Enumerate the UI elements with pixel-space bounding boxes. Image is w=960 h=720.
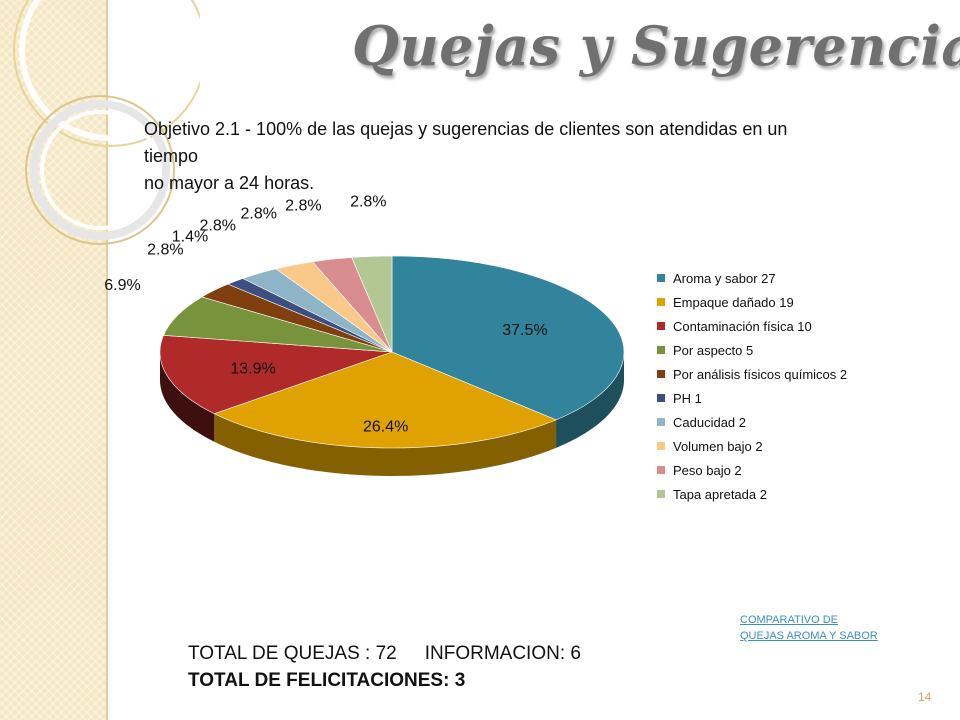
pie-label-6: 2.8%	[200, 218, 236, 235]
page-number: 14	[918, 690, 932, 704]
pie-slice-2	[159, 335, 393, 415]
pie-label-9: 2.8%	[350, 194, 386, 211]
pie-label-5: 1.4%	[172, 229, 208, 246]
legend-swatch-8	[657, 466, 665, 474]
legend-item-4: Por análisis físicos químicos 2	[657, 362, 847, 386]
legend-item-5: PH 1	[657, 386, 847, 410]
legend-swatch-2	[657, 322, 665, 330]
legend-item-3: Por aspecto 5	[657, 338, 847, 362]
pie-slice-0	[391, 255, 625, 421]
total-informacion: INFORMACION: 6	[424, 643, 581, 664]
legend-label-2: Contaminación física 10	[673, 318, 812, 334]
objective-line-1: Objetivo 2.1 - 100% de las quejas y suge…	[144, 119, 788, 139]
comparativo-link[interactable]: COMPARATIVO DE QUEJAS AROMA Y SABOR	[740, 614, 878, 642]
pie-slice-9	[351, 255, 393, 353]
legend-item-6: Caducidad 2	[657, 410, 847, 434]
legend-label-1: Empaque dañado 19	[673, 294, 794, 310]
pie-label-8: 2.8%	[285, 198, 321, 215]
legend-item-0: Aroma y sabor 27	[657, 266, 847, 290]
pie-label-4: 2.8%	[147, 242, 183, 259]
total-quejas: TOTAL DE QUEJAS : 72	[188, 643, 397, 664]
pie-label-2: 13.9%	[230, 360, 275, 377]
totals-block: TOTAL DE QUEJAS : 72 INFORMACION: 6 TOTAL…	[188, 640, 581, 694]
total-felicitaciones: TOTAL DE FELICITACIONES: 3	[188, 670, 466, 691]
pie-slice-side-2	[160, 352, 215, 442]
legend-item-1: Empaque dañado 19	[657, 290, 847, 314]
legend-label-3: Por aspecto 5	[673, 342, 754, 358]
legend-swatch-9	[657, 490, 665, 498]
legend-label-8: Peso bajo 2	[673, 462, 742, 478]
legend-swatch-3	[657, 346, 665, 354]
slide-title: Quejas y Sugerencias	[352, 14, 960, 78]
pie-slice-1	[213, 351, 557, 449]
legend-swatch-6	[657, 418, 665, 426]
objective-line-3: no mayor a 24 horas.	[144, 173, 315, 193]
legend-item-7: Volumen bajo 2	[657, 434, 847, 458]
legend-label-5: PH 1	[673, 390, 702, 406]
side-divider	[106, 0, 108, 720]
legend-label-9: Tapa apretada 2	[673, 486, 767, 502]
chart-legend: Aroma y sabor 27 Empaque dañado 19 Contami…	[657, 266, 847, 506]
legend-label-6: Caducidad 2	[673, 414, 746, 430]
pie-label-7: 2.8%	[241, 206, 277, 223]
legend-swatch-5	[657, 394, 665, 402]
objective-text: Objetivo 2.1 - 100% de las quejas y suge…	[144, 116, 934, 197]
legend-label-0: Aroma y sabor 27	[673, 270, 776, 286]
legend-item-9: Tapa apretada 2	[657, 482, 847, 506]
pie-slice-side-1	[214, 413, 557, 476]
legend-label-7: Volumen bajo 2	[673, 438, 763, 454]
legend-swatch-1	[657, 298, 665, 306]
legend-item-2: Contaminación física 10	[657, 314, 847, 338]
legend-swatch-7	[657, 442, 665, 450]
pie-slice-side-0	[556, 352, 624, 448]
legend-label-4: Por análisis físicos químicos 2	[673, 366, 848, 382]
legend-swatch-0	[657, 274, 665, 282]
pie-label-0: 37.5%	[502, 322, 547, 339]
pie-label-3: 6.9%	[104, 277, 140, 294]
objective-line-2: tiempo	[144, 146, 199, 166]
legend-item-8: Peso bajo 2	[657, 458, 847, 482]
pie-label-1: 26.4%	[363, 419, 408, 436]
legend-swatch-4	[657, 370, 665, 378]
